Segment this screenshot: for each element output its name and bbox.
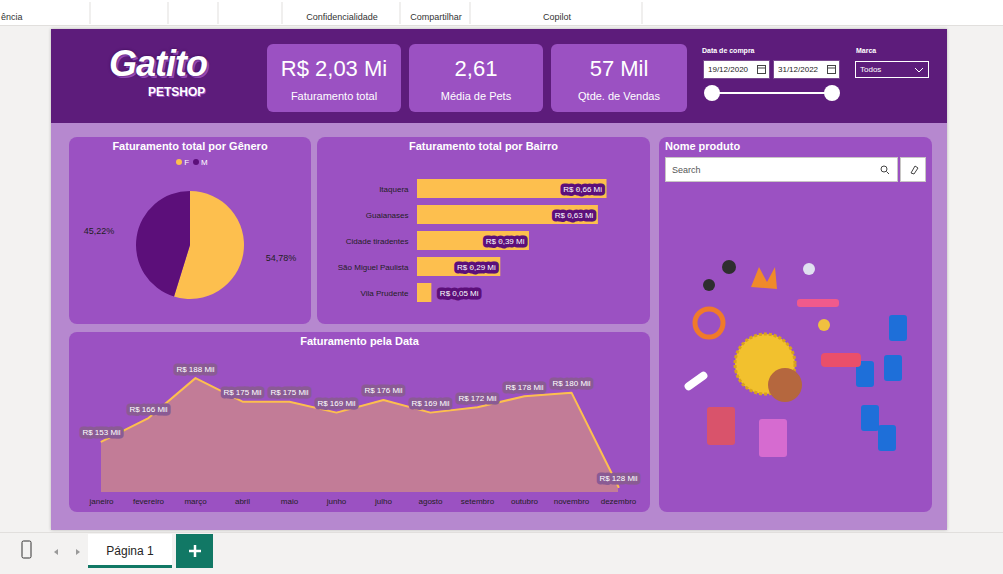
svg-text:R$ 128 Mil: R$ 128 Mil: [599, 474, 637, 483]
html-text:Qtde. de Vendas: Qtde. de Vendas: [578, 90, 660, 102]
svg-text:R$ 169 Mil: R$ 169 Mil: [411, 399, 449, 408]
svg-text:54,78%: 54,78%: [266, 253, 297, 263]
html-text:Faturamento total: Faturamento total: [290, 90, 378, 102]
html-text:Search: Search: [672, 165, 701, 175]
svg-text:R$ 166 Mil: R$ 166 Mil: [129, 405, 167, 414]
svg-text:novembro: novembro: [554, 497, 590, 506]
svg-text:R$ 153 Mil: R$ 153 Mil: [82, 428, 120, 437]
html-text:M: M: [201, 158, 208, 167]
html-text:Copilot: Copilot: [543, 12, 571, 22]
html-text:Média de Pets: Média de Pets: [440, 90, 512, 102]
html-text:Data de compra: Data de compra: [702, 47, 755, 54]
svg-text:março: março: [184, 497, 207, 506]
svg-text:R$ 175 Mil: R$ 175 Mil: [270, 388, 308, 397]
html-text:Compartilhar: Compartilhar: [410, 12, 462, 22]
svg-text:Itaquera: Itaquera: [379, 185, 409, 194]
html-text:Todos: Todos: [860, 65, 882, 74]
html-text:ência: ência: [1, 12, 23, 22]
svg-text:Guaianases: Guaianases: [366, 211, 409, 220]
html-text:Nome produto: Nome produto: [665, 140, 741, 152]
html-text:2,61: 2,61: [454, 56, 498, 81]
svg-text:junho: junho: [326, 497, 347, 506]
svg-text:R$ 172 Mil: R$ 172 Mil: [458, 394, 496, 403]
svg-text:maio: maio: [281, 497, 299, 506]
svg-text:R$ 180 Mil: R$ 180 Mil: [552, 379, 590, 388]
svg-text:julho: julho: [374, 497, 392, 506]
html-text:Faturamento total por Bairro: Faturamento total por Bairro: [408, 140, 559, 152]
svg-text:Cidade tiradentes: Cidade tiradentes: [346, 237, 409, 246]
svg-text:R$ 176 Mil: R$ 176 Mil: [364, 386, 402, 395]
svg-text:R$ 0,39 Mi: R$ 0,39 Mi: [486, 237, 525, 246]
html-text:Confidencialidade: Confidencialidade: [306, 12, 378, 22]
svg-text:dezembro: dezembro: [601, 497, 637, 506]
svg-text:R$ 188 Mil: R$ 188 Mil: [176, 365, 214, 374]
html-text:Gatito: Gatito: [109, 43, 207, 84]
svg-text:R$ 0,63 Mi: R$ 0,63 Mi: [555, 211, 594, 220]
svg-text:agosto: agosto: [418, 497, 443, 506]
html-text:31/12/2022: 31/12/2022: [778, 65, 818, 74]
svg-text:São Miguel Paulista: São Miguel Paulista: [338, 263, 409, 272]
html-text:Página 1: Página 1: [106, 544, 154, 558]
html-text:57 Mil: 57 Mil: [589, 56, 649, 81]
html-text:Faturamento pela Data: Faturamento pela Data: [300, 335, 419, 347]
svg-text:Vila Prudente: Vila Prudente: [361, 289, 409, 298]
svg-text:fevereiro: fevereiro: [133, 497, 165, 506]
html-text:Faturamento total por Gênero: Faturamento total por Gênero: [112, 140, 268, 152]
svg-text:R$ 0,66 Mi: R$ 0,66 Mi: [563, 185, 602, 194]
svg-text:setembro: setembro: [461, 497, 495, 506]
html-text:PETSHOP: PETSHOP: [148, 85, 206, 99]
svg-text:abril: abril: [235, 497, 250, 506]
html-text:R$ 2,03 Mi: R$ 2,03 Mi: [280, 56, 388, 81]
svg-text:45,22%: 45,22%: [84, 226, 115, 236]
svg-text:R$ 0,29 Mi: R$ 0,29 Mi: [457, 263, 496, 272]
html-text:F: F: [184, 158, 190, 167]
svg-text:janeiro: janeiro: [88, 497, 114, 506]
html-text:19/12/2020: 19/12/2020: [708, 65, 748, 74]
svg-text:outubro: outubro: [511, 497, 539, 506]
svg-text:R$ 0,05 Mi: R$ 0,05 Mi: [440, 289, 479, 298]
html-text:Marca: Marca: [856, 47, 877, 54]
svg-text:R$ 178 Mil: R$ 178 Mil: [505, 383, 543, 392]
svg-text:R$ 169 Mil: R$ 169 Mil: [317, 399, 355, 408]
svg-text:R$ 175 Mil: R$ 175 Mil: [223, 388, 261, 397]
